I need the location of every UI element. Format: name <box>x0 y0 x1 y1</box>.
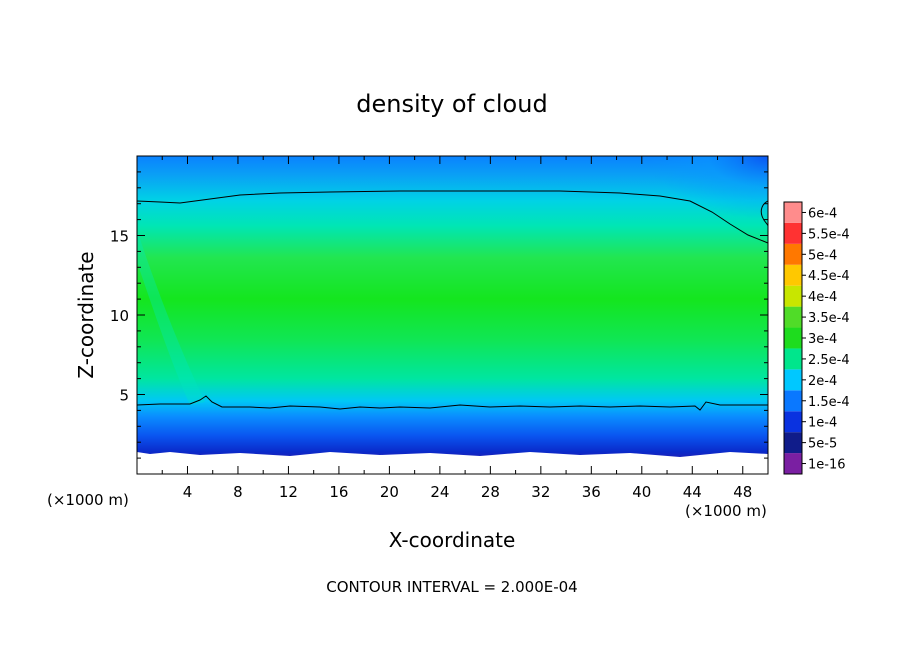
y-axis-label: Z-coordinate <box>74 251 98 378</box>
colorbar-label: 3.5e-4 <box>808 311 850 326</box>
colorbar-label: 5.5e-4 <box>808 227 850 242</box>
contour-line-lower <box>137 395 768 411</box>
plot-area <box>137 156 768 474</box>
colorbar-swatch <box>784 243 802 265</box>
x-tick-label: 24 <box>430 483 449 501</box>
colorbar-swatch <box>784 348 802 370</box>
colorbar-swatch <box>784 306 802 328</box>
x-axis-ticks: 4 8 12 16 20 24 28 32 36 40 44 48 <box>161 156 752 501</box>
colorbar-swatch <box>784 369 802 391</box>
colorbar-label: 2e-4 <box>808 374 837 389</box>
colorbar-label: 1.5e-4 <box>808 395 850 410</box>
colorbar-label: 3e-4 <box>808 332 837 347</box>
colorbar-label: 1e-4 <box>808 416 837 431</box>
x-unit-label-right: (×1000 m) <box>685 502 767 520</box>
colorbar-swatch <box>784 327 802 349</box>
x-tick-label: 16 <box>329 483 348 501</box>
x-tick-label: 40 <box>632 483 651 501</box>
x-unit-label-left: (×1000 m) <box>47 491 129 509</box>
colorbar-swatch <box>784 432 802 454</box>
colorbar-swatch <box>784 264 802 286</box>
x-tick-label: 8 <box>233 483 243 501</box>
x-tick-label: 28 <box>481 483 500 501</box>
x-tick-label: 20 <box>380 483 399 501</box>
colorbar-label: 6e-4 <box>808 206 837 221</box>
colorbar-label: 1e-16 <box>808 458 846 473</box>
colorbar-label: 4.5e-4 <box>808 269 850 284</box>
colorbar-swatch <box>784 202 802 223</box>
upper-right-low-density-region <box>500 156 768 296</box>
y-axis-ticks: 5 10 15 <box>110 171 768 459</box>
x-tick-label: 12 <box>279 483 298 501</box>
contour-line-corner <box>760 200 768 227</box>
colorbar: 1e-16 5e-5 1e-4 1.5e-4 2e-4 2.5e-4 3e-4 3.5e-4 4… <box>783 201 850 475</box>
x-axis-label: X-coordinate <box>389 528 516 552</box>
colorbar-swatch <box>784 411 802 433</box>
colorbar-label: 5e-4 <box>808 248 837 263</box>
colorbar-swatch <box>784 285 802 307</box>
y-tick-label: 15 <box>110 228 129 246</box>
x-tick-label: 32 <box>531 483 550 501</box>
x-tick-label: 44 <box>683 483 702 501</box>
colorbar-swatch <box>784 453 802 474</box>
x-tick-label: 36 <box>582 483 601 501</box>
x-tick-label: 48 <box>733 483 752 501</box>
colorbar-label: 4e-4 <box>808 290 837 305</box>
colorbar-label: 5e-5 <box>808 437 837 452</box>
x-tick-label: 4 <box>183 483 193 501</box>
colorbar-swatch <box>784 222 802 244</box>
chart-title: density of cloud <box>356 90 547 118</box>
contour-interval-footer: CONTOUR INTERVAL = 2.000E-04 <box>326 578 577 596</box>
colorbar-label: 2.5e-4 <box>808 353 850 368</box>
y-tick-label: 5 <box>119 387 129 405</box>
colorbar-swatch <box>784 390 802 412</box>
left-plume <box>137 230 205 405</box>
contour-line-upper <box>137 190 768 244</box>
y-tick-label: 10 <box>110 307 129 325</box>
no-data-region <box>137 452 768 474</box>
